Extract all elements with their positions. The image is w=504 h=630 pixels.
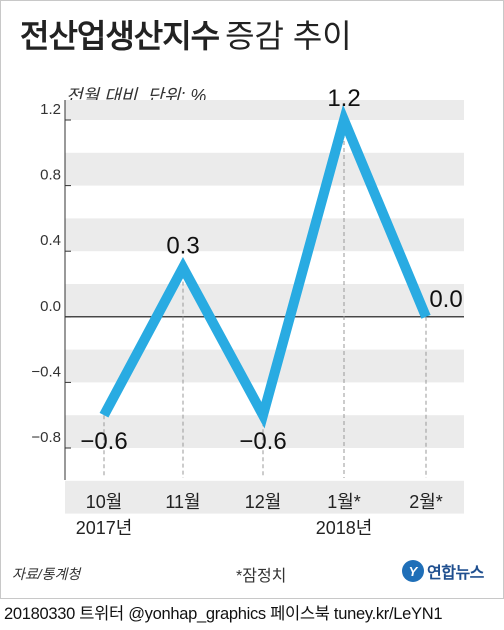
x-tick-labels: 10월 2017년 11월 12월 1월* 2018년 2월* [76, 492, 443, 538]
background-bands [65, 100, 464, 514]
y-tick-label: −0.8 [31, 429, 61, 446]
x-tick-label: 1월* [327, 492, 361, 512]
gridlines [64, 100, 464, 480]
x-tick-label: 11월 [165, 492, 200, 512]
source-label: 자료/통계청 [12, 566, 81, 582]
data-label: −0.6 [239, 428, 286, 455]
data-label: 0.0 [429, 286, 462, 313]
footnote: *잠정치 [236, 568, 287, 585]
data-labels: −0.6 0.3 −0.6 1.2 0.0 [80, 85, 462, 455]
yonhap-logo: Y 연합뉴스 [402, 559, 484, 583]
x-year-label: 2018년 [316, 518, 373, 538]
logo-icon: Y [402, 560, 424, 582]
title-sub: 증감 추이 [225, 18, 352, 54]
data-label: 0.3 [166, 233, 199, 260]
band [65, 100, 464, 120]
logo-text: 연합뉴스 [427, 565, 484, 582]
title-main: 전산업생산지수 [20, 18, 220, 54]
band [65, 284, 464, 317]
y-tick-label: −0.4 [31, 363, 61, 380]
x-tick-label: 2월* [409, 492, 443, 512]
y-tick-label: 0.4 [40, 232, 61, 249]
band [65, 152, 464, 186]
footer-credits: 20180330 트위터 @yonhap_graphics 페이스북 tuney… [4, 605, 443, 623]
chart-title: 전산업생산지수 증감 추이 [20, 16, 352, 56]
y-tick-labels: 1.2 0.8 0.4 0.0 −0.4 −0.8 [31, 101, 61, 446]
x-year-label: 2017년 [76, 518, 133, 538]
data-label: −0.6 [80, 428, 127, 455]
y-tick-label: 0.0 [40, 298, 61, 315]
y-tick-label: 0.8 [40, 167, 61, 184]
y-tick-label: 1.2 [40, 101, 61, 118]
band [65, 480, 464, 514]
series-line [99, 104, 431, 429]
band [65, 218, 464, 252]
x-tick-label: 10월 [86, 492, 123, 512]
data-label: 1.2 [327, 85, 360, 112]
x-tick-label: 12월 [245, 492, 282, 512]
line-chart: 1.2 0.8 0.4 0.0 −0.4 −0.8 −0.6 0.3 −0.6 1.2 0.0 1… [31, 85, 464, 538]
